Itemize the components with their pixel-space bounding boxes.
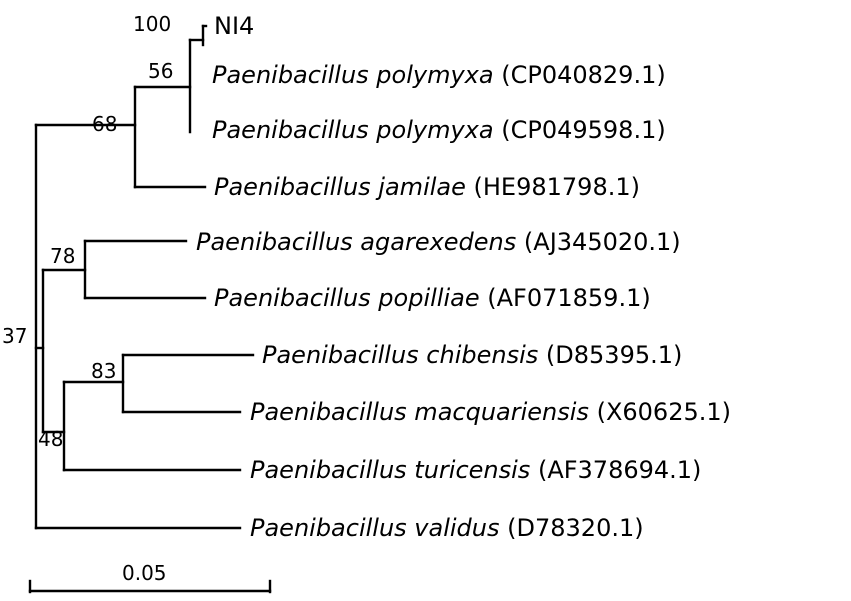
bootstrap-chibensis-turicensis: 48 — [38, 427, 63, 451]
taxon-label-popilliae: Paenibacillus popilliae (AF071859.1) — [214, 284, 651, 312]
taxon-label-turicensis: Paenibacillus turicensis (AF378694.1) — [250, 456, 701, 484]
scale-bar-label: 0.05 — [122, 561, 167, 585]
taxon-label-polymyxa-1: Paenibacillus polymyxa (CP040829.1) — [212, 61, 666, 89]
bootstrap-ni4-polymyxa1: 100 — [133, 12, 171, 36]
bootstrap-polymyxa-jamilae: 68 — [92, 112, 117, 136]
taxon-label-ni4: NI4 — [214, 12, 254, 40]
taxon-label-chibensis: Paenibacillus chibensis (D85395.1) — [262, 341, 682, 369]
bootstrap-polymyxa-pair: 56 — [148, 59, 173, 83]
bootstrap-root: 37 — [2, 324, 27, 348]
taxon-label-polymyxa-2: Paenibacillus polymyxa (CP049598.1) — [212, 116, 666, 144]
taxon-label-agarexedens: Paenibacillus agarexedens (AJ345020.1) — [196, 228, 681, 256]
taxon-label-jamilae: Paenibacillus jamilae (HE981798.1) — [214, 173, 640, 201]
taxon-label-macquariensis: Paenibacillus macquariensis (X60625.1) — [250, 398, 731, 426]
taxon-label-validus: Paenibacillus validus (D78320.1) — [250, 514, 644, 542]
bootstrap-chibensis-macquariensis: 83 — [91, 359, 116, 383]
bootstrap-agarexedens-popilliae: 78 — [50, 244, 75, 268]
